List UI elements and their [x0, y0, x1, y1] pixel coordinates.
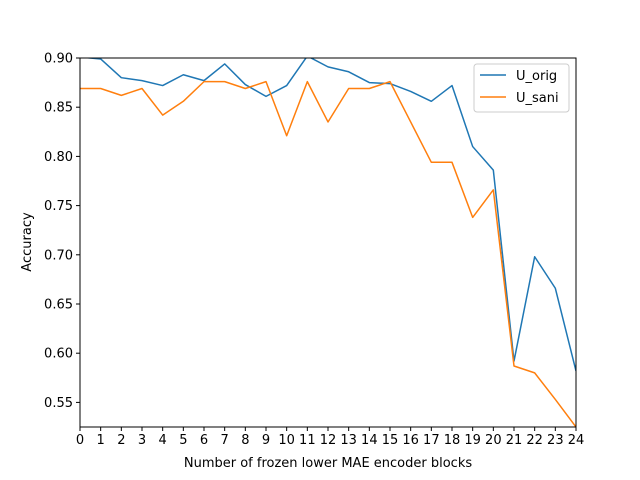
y-tick-label: 0.60 [44, 347, 73, 362]
x-tick-label: 1 [97, 433, 105, 448]
y-tick-label: 0.75 [44, 199, 73, 214]
x-axis-label: Number of frozen lower MAE encoder block… [184, 456, 472, 471]
x-tick-label: 15 [382, 433, 399, 448]
legend-box [473, 63, 570, 113]
x-tick-label: 10 [278, 433, 295, 448]
y-tick-label: 0.65 [44, 298, 73, 313]
series-layer [80, 58, 576, 427]
x-tick-label: 12 [320, 433, 337, 448]
x-tick-label: 17 [423, 433, 440, 448]
x-tick-label: 11 [299, 433, 316, 448]
x-tick-label: 23 [547, 433, 564, 448]
x-tick-label: 18 [444, 433, 461, 448]
legend-label: U_orig [516, 69, 557, 84]
series-line-u-sani [80, 80, 576, 427]
y-tick-label: 0.70 [44, 248, 73, 263]
legend-label: U_sani [516, 91, 559, 106]
series-line-u-orig [82, 58, 576, 372]
x-tick-label: 2 [117, 433, 125, 448]
x-tick-label: 20 [485, 433, 502, 448]
legend: U_orig U_sani [473, 63, 570, 113]
x-tick-label: 24 [568, 433, 585, 448]
y-tick-label: 0.55 [44, 396, 73, 411]
x-tick-label: 19 [464, 433, 481, 448]
x-tick-label: 13 [340, 433, 357, 448]
x-axis: 0 1 2 3 4 5 6 7 8 9 10 11 12 13 14 15 16 17 18 19 20 21 22 23 24 [76, 427, 584, 448]
x-tick-label: 14 [361, 433, 378, 448]
x-tick-label: 0 [76, 433, 84, 448]
y-tick-label: 0.90 [44, 52, 73, 67]
y-axis-label: Accuracy [20, 212, 35, 272]
x-tick-label: 6 [200, 433, 208, 448]
x-tick-label: 4 [159, 433, 167, 448]
x-tick-label: 21 [506, 433, 523, 448]
y-tick-label: 0.85 [44, 101, 73, 116]
x-tick-label: 16 [402, 433, 419, 448]
x-tick-label: 22 [526, 433, 543, 448]
y-axis: 0.55 0.60 0.65 0.70 0.75 0.80 0.85 0.90 [44, 52, 80, 411]
x-tick-label: 5 [179, 433, 187, 448]
x-tick-label: 9 [262, 433, 270, 448]
x-tick-label: 8 [241, 433, 249, 448]
x-tick-label: 3 [138, 433, 146, 448]
y-tick-label: 0.80 [44, 150, 73, 165]
x-tick-label: 7 [221, 433, 229, 448]
